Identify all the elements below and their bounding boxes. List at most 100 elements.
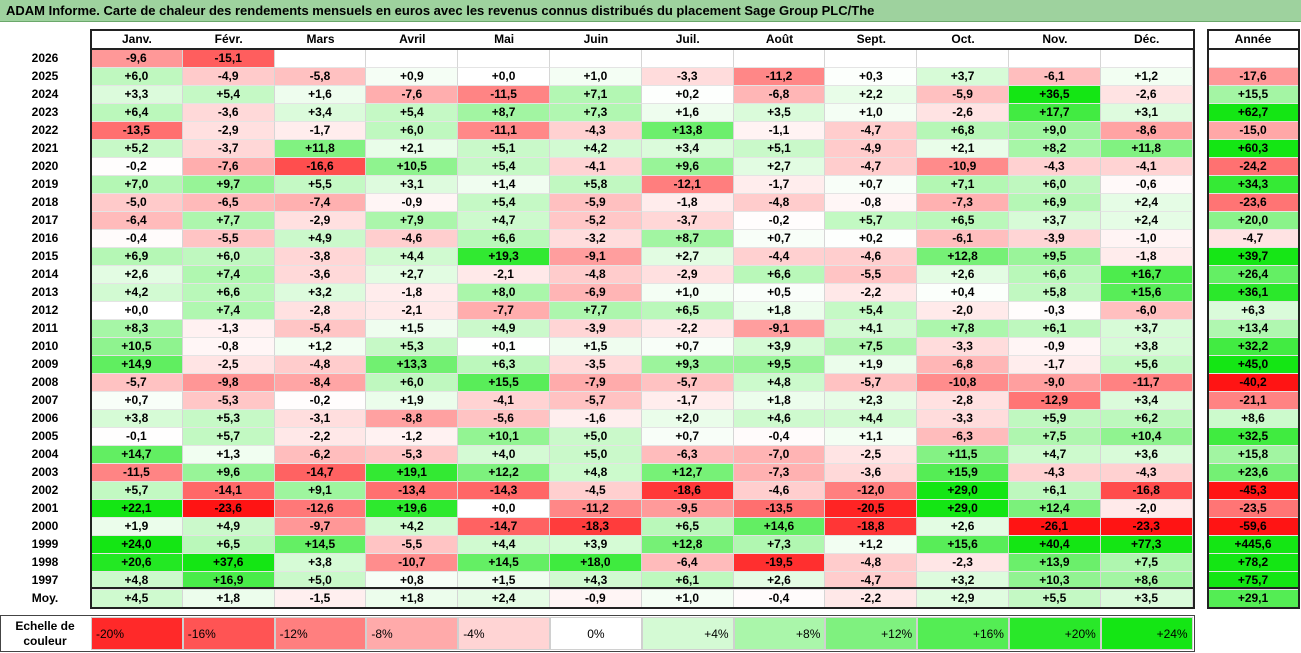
header-separator xyxy=(90,48,1195,50)
heatmap-cell: +6,0 xyxy=(366,122,459,140)
heatmap-cell xyxy=(458,50,550,68)
heatmap-cell: -0,4 xyxy=(91,230,183,248)
column-header: Janv. xyxy=(122,32,152,46)
heatmap-cell: +3,2 xyxy=(917,572,1009,590)
heatmap-cell: -4,8 xyxy=(550,266,642,284)
heatmap-cell: +1,9 xyxy=(366,392,459,410)
heatmap-cell: +7,3 xyxy=(733,536,826,554)
heatmap-cell: +5,1 xyxy=(458,140,550,158)
heatmap-cell: -4,3 xyxy=(550,122,642,140)
row-label: 2000 xyxy=(31,519,59,533)
year-header-separator xyxy=(1207,48,1300,50)
year-total-cell: +6,3 xyxy=(1208,302,1298,320)
heatmap-cell: +3,4 xyxy=(641,140,734,158)
heatmap-cell: -3,6 xyxy=(825,464,918,482)
heatmap-cell: +6,3 xyxy=(458,356,550,374)
heatmap-cell: +4,4 xyxy=(458,536,550,554)
heatmap-cell: -13,4 xyxy=(366,482,459,500)
heatmap-cell: +8,6 xyxy=(1100,572,1193,590)
heatmap-cell: -26,1 xyxy=(1009,518,1101,536)
heatmap-cell: +5,3 xyxy=(366,338,459,356)
heatmap-cell: -14,7 xyxy=(274,464,367,482)
heatmap-cell: -9,5 xyxy=(641,500,734,518)
heatmap-cell: +5,7 xyxy=(91,482,183,500)
heatmap-cell: +1,6 xyxy=(274,86,367,104)
average-row-label: Moy. xyxy=(31,591,59,605)
year-total-cell: -17,6 xyxy=(1208,68,1298,86)
heatmap-cell: +6,6 xyxy=(733,266,826,284)
average-cell: +2,4 xyxy=(458,590,550,608)
heatmap-cell: +0,0 xyxy=(91,302,183,320)
heatmap-cell: -4,6 xyxy=(733,482,826,500)
row-label: 2024 xyxy=(31,87,59,101)
heatmap-cell: +15,5 xyxy=(458,374,550,392)
heatmap-cell: -2,2 xyxy=(274,428,367,446)
heatmap-cell: -4,6 xyxy=(366,230,459,248)
heatmap-cell: +12,8 xyxy=(917,248,1009,266)
row-label: 2015 xyxy=(31,249,59,263)
heatmap-cell: +9,0 xyxy=(1009,122,1101,140)
heatmap-cell: -9,1 xyxy=(550,248,642,266)
heatmap-cell: -2,9 xyxy=(182,122,275,140)
column-header: Mars xyxy=(306,32,335,46)
legend-swatch: -4% xyxy=(458,617,550,650)
year-total-cell: +20,0 xyxy=(1208,212,1298,230)
heatmap-cell: +40,4 xyxy=(1009,536,1101,554)
heatmap-cell: -11,7 xyxy=(1100,374,1193,392)
heatmap-cell: +14,5 xyxy=(274,536,367,554)
heatmap-cell xyxy=(825,50,918,68)
page-title: ADAM Informe. Carte de chaleur des rende… xyxy=(6,3,875,18)
legend-swatch: +20% xyxy=(1009,617,1101,650)
heatmap-cell: -13,5 xyxy=(733,500,826,518)
heatmap-cell: +6,9 xyxy=(91,248,183,266)
heatmap-cell: -5,3 xyxy=(366,446,459,464)
heatmap-cell: -5,7 xyxy=(825,374,918,392)
heatmap-cell: +1,5 xyxy=(458,572,550,590)
average-cell: -0,9 xyxy=(550,590,642,608)
heatmap-cell: -23,3 xyxy=(1100,518,1193,536)
heatmap-cell: +5,1 xyxy=(733,140,826,158)
heatmap-cell: -8,4 xyxy=(274,374,367,392)
heatmap-cell: -5,3 xyxy=(182,392,275,410)
heatmap-cell: +8,0 xyxy=(458,284,550,302)
heatmap-cell: +10,5 xyxy=(91,338,183,356)
heatmap-cell: -3,9 xyxy=(550,320,642,338)
average-separator xyxy=(90,587,1195,589)
heatmap-cell: -14,7 xyxy=(458,518,550,536)
heatmap-cell: +2,4 xyxy=(1100,194,1193,212)
heatmap-cell: -5,8 xyxy=(274,68,367,86)
heatmap-cell: -2,8 xyxy=(917,392,1009,410)
row-label: 2021 xyxy=(31,141,59,155)
year-total-cell: +32,2 xyxy=(1208,338,1298,356)
year-total-cell: -21,1 xyxy=(1208,392,1298,410)
heatmap-cell: +1,3 xyxy=(182,446,275,464)
heatmap-cell: -5,6 xyxy=(458,410,550,428)
heatmap-cell: +12,7 xyxy=(641,464,734,482)
heatmap-cell: -6,0 xyxy=(1100,302,1193,320)
heatmap-cell: -18,8 xyxy=(825,518,918,536)
year-total-cell: -23,5 xyxy=(1208,500,1298,518)
heatmap-cell: +1,0 xyxy=(825,104,918,122)
heatmap-cell: +1,5 xyxy=(550,338,642,356)
heatmap-cell: +2,3 xyxy=(825,392,918,410)
year-total-cell: +15,8 xyxy=(1208,446,1298,464)
heatmap-cell: +5,7 xyxy=(182,428,275,446)
heatmap-cell: +2,6 xyxy=(91,266,183,284)
heatmap-cell: -23,6 xyxy=(182,500,275,518)
year-total-cell: -23,6 xyxy=(1208,194,1298,212)
legend-swatch: -8% xyxy=(366,617,459,650)
heatmap-cell: -0,9 xyxy=(366,194,459,212)
heatmap-cell: +4,0 xyxy=(458,446,550,464)
heatmap-cell: -3,3 xyxy=(917,410,1009,428)
heatmap-cell: +3,7 xyxy=(917,68,1009,86)
heatmap-cell: -1,1 xyxy=(733,122,826,140)
heatmap-cell: +4,9 xyxy=(458,320,550,338)
heatmap-cell: +7,4 xyxy=(182,266,275,284)
heatmap-cell: -4,1 xyxy=(1100,158,1193,176)
heatmap-cell: -11,2 xyxy=(550,500,642,518)
heatmap-cell: -15,1 xyxy=(182,50,275,68)
year-total-cell: +445,6 xyxy=(1208,536,1298,554)
heatmap-cell: -1,7 xyxy=(733,176,826,194)
heatmap-cell: +3,3 xyxy=(91,86,183,104)
heatmap-cell: -4,9 xyxy=(182,68,275,86)
